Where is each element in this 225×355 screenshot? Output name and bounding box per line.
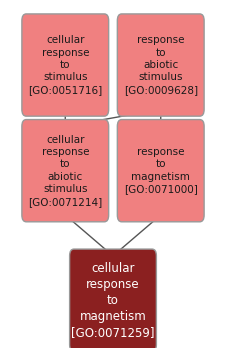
Text: cellular
response
to
magnetism
[GO:0071259]: cellular response to magnetism [GO:00712… (71, 262, 154, 339)
FancyBboxPatch shape (117, 120, 203, 222)
Text: response
to
abiotic
stimulus
[GO:0009628]: response to abiotic stimulus [GO:0009628… (123, 35, 197, 95)
Text: cellular
response
to
stimulus
[GO:0051716]: cellular response to stimulus [GO:005171… (28, 35, 102, 95)
Text: cellular
response
to
abiotic
stimulus
[GO:0071214]: cellular response to abiotic stimulus [G… (28, 135, 102, 207)
FancyBboxPatch shape (117, 14, 203, 116)
Text: response
to
magnetism
[GO:0071000]: response to magnetism [GO:0071000] (123, 147, 197, 194)
FancyBboxPatch shape (69, 249, 156, 351)
FancyBboxPatch shape (22, 14, 108, 116)
FancyBboxPatch shape (22, 120, 108, 222)
